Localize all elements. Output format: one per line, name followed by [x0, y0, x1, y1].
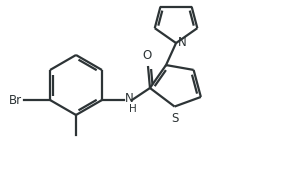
Text: Br: Br: [9, 93, 22, 107]
Text: O: O: [142, 49, 152, 62]
Text: S: S: [171, 111, 178, 125]
Text: N: N: [125, 93, 134, 106]
Text: N: N: [178, 36, 187, 49]
Text: H: H: [130, 104, 137, 114]
